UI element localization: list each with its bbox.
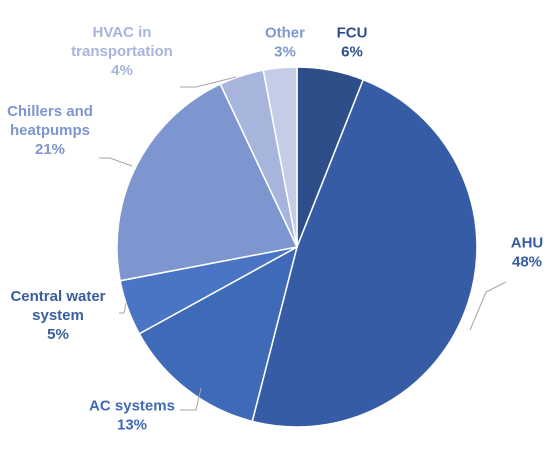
slice-category-label: Other — [265, 25, 305, 42]
pie-slice-ac-systems — [138, 245, 299, 423]
leader-lines — [99, 76, 507, 411]
slice-category-label: FCU — [337, 25, 368, 42]
slice-label: AHU 48% — [511, 235, 544, 271]
slice-value-label: 13% — [117, 417, 147, 434]
leader-line — [180, 76, 237, 88]
slice-label: Chillers and heatpumps 21% — [7, 103, 93, 158]
slice-label: AC systems 13% — [89, 398, 175, 434]
slice-value-label: 5% — [47, 326, 69, 343]
slice-category-label: AHU — [511, 235, 544, 252]
slice-value-label: 48% — [512, 254, 542, 271]
slice-category-label: AC systems — [89, 398, 175, 415]
pie-slice-ahu — [251, 78, 478, 428]
slice-value-label: 3% — [274, 44, 296, 61]
pie-slices — [116, 66, 478, 428]
slice-value-label: 6% — [341, 44, 363, 61]
slice-category-label: Chillers and — [7, 103, 93, 120]
leader-line — [469, 281, 507, 331]
slice-category-label: Central water — [10, 288, 105, 305]
slice-category-label: transportation — [71, 43, 173, 60]
slice-value-label: 21% — [35, 141, 65, 158]
leader-line — [119, 302, 127, 314]
leader-line — [180, 387, 202, 411]
slice-category-label: heatpumps — [10, 122, 90, 139]
slice-label: HVAC in transportation 4% — [71, 24, 173, 79]
slice-value-label: 4% — [111, 62, 133, 79]
leader-line — [99, 157, 133, 167]
pie-slice-chillers-and-heatpumps — [116, 83, 299, 282]
slice-category-label: HVAC in — [93, 24, 152, 41]
slice-label: Central water system 5% — [10, 288, 105, 343]
slice-category-label: system — [32, 307, 84, 324]
slice-label: Other 3% — [265, 25, 305, 61]
pie-slice-other — [262, 66, 298, 248]
slice-label: FCU 6% — [337, 25, 368, 61]
slice-labels: FCU 6% AHU 48% AC systems 13% Central water sys… — [7, 24, 543, 434]
